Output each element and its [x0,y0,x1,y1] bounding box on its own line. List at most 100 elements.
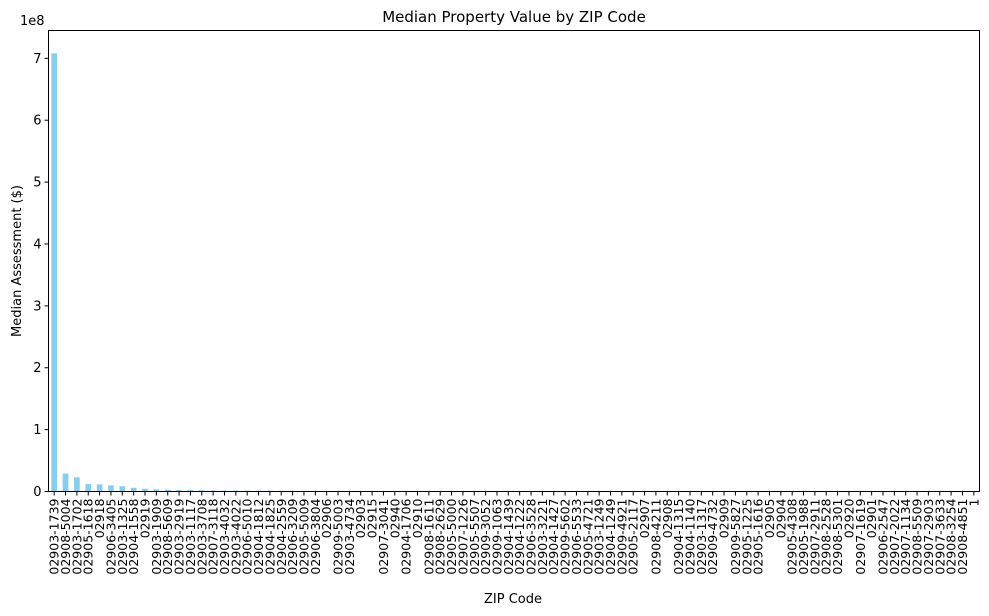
x-tick-label: 02905-1988 [796,498,811,574]
y-tick-label: 6 [33,114,41,129]
x-tick-label: 02909-4732 [705,499,720,575]
x-tick-label: 02908-3254 [944,498,959,574]
bar [210,490,216,492]
plot-frame [48,30,980,492]
x-tick-label: 02903-3221 [535,499,550,575]
bar [85,484,92,492]
x-tick-label: 02906-3209 [285,498,300,574]
x-tick-label: 02909-4921 [614,499,629,575]
bar [119,486,126,492]
chart-title: Median Property Value by ZIP Code [382,8,646,26]
x-tick-label: 02903-4022 [228,499,243,575]
x-tick-label: 02906-3528 [524,498,539,574]
x-tick-label: 02908-1611 [421,499,436,575]
x-tick-label: 02905-2117 [626,499,641,575]
bar [198,490,205,492]
x-tick-label: 02908-4211 [648,499,663,575]
x-axis-label: ZIP Code [484,592,542,607]
x-tick-label: 1 [966,499,981,507]
x-tick-label: 02905-5507 [467,499,482,575]
bar [142,488,148,492]
bar [108,485,114,492]
x-tick-label: 02904-1249 [603,498,618,574]
x-tick-label: 02903 [353,499,368,539]
x-tick-label: 02904-1558 [126,498,141,574]
x-tick-label: 02905 [762,499,777,539]
x-tick-label: 02915 [365,499,380,539]
y-tick-label: 1 [33,423,41,438]
x-tick-label: 02907-1619 [853,498,868,574]
x-tick-label: 02905-5000 [444,498,459,574]
x-tick-label: 02908-5301 [830,499,845,575]
x-tick-label: 02903-4032 [217,499,232,575]
x-tick-label: 02905-4308 [785,498,800,574]
x-tick-label: 02909-3052 [478,499,493,575]
x-tick-label: 02904-2559 [274,498,289,574]
x-tick-label: 02903-1909 [149,498,164,574]
x-tick-label: 02903-1739 [47,498,62,574]
bar [153,489,160,492]
x-tick-label: 02904-1315 [671,499,686,575]
x-tick-label: 02908-5509 [910,498,925,574]
x-tick-label: 02907-3633 [932,499,947,575]
x-tick-label: 02907-1226 [455,498,470,574]
x-tick-label: 02906-3405 [103,499,118,575]
x-tick-label: 02904-1140 [682,498,697,574]
y-tick-label: 5 [33,176,41,191]
x-tick-label: 02906-2547 [875,499,890,575]
x-tick-label: 02903-1325 [115,499,130,575]
x-tick-label: 02910 [410,498,425,538]
x-tick-label: 02907-3041 [376,499,391,575]
bar [130,487,137,492]
x-tick-label: 02909-5602 [558,499,573,575]
y-tick-label: 3 [33,299,41,314]
x-tick-label: 02908 [660,498,675,538]
x-tick-label: 02901 [864,499,879,539]
y-axis-ticks: 0 1 2 3 4 5 6 7 [33,52,49,500]
bar [62,473,69,492]
bar [74,477,80,492]
x-tick-label: 02905-5009 [296,498,311,574]
bar [176,489,182,492]
x-tick-label: 02903-1702 [69,499,84,575]
x-tick-label: 02907-1134 [898,498,913,574]
y-tick-label: 0 [33,485,41,500]
x-tick-label: 02909 [717,498,732,538]
x-tick-label: 02904-1812 [251,499,266,575]
bar [96,484,103,492]
bars-group [51,53,977,492]
y-tick-label: 4 [33,237,41,252]
x-tick-label: 02908-5004 [58,498,73,574]
x-tick-label: 02909-1063 [489,499,504,575]
x-tick-label: 02904 [773,498,788,538]
x-tick-label: 02906 [319,498,334,538]
x-tick-label: 02904-1706 [399,498,414,574]
x-tick-label: 02918 [92,498,107,538]
bar [51,53,58,492]
x-tick-label: 02904-1427 [546,499,561,575]
x-tick-label: 02920 [841,498,856,538]
x-tick-label: 02903-1249 [592,498,607,574]
x-tick-label: 02903-3708 [194,498,209,574]
x-tick-label: 02908-2629 [433,498,448,574]
x-tick-label: 02919 [138,498,153,538]
x-tick-label: 02903-2919 [172,498,187,574]
x-tick-label: 02940 [387,498,402,538]
x-tick-label: 02908-5609 [160,498,175,574]
x-tick-label: 02905-1618 [81,498,96,574]
x-tick-label: 02907-2903 [921,499,936,575]
x-tick-label: 02903-4734 [342,498,357,574]
x-tick-label: 02904-1825 [262,499,277,575]
bar [164,489,171,492]
x-tick-label: 02909-5827 [728,499,743,575]
x-axis-ticks: 02903-173902908-500402903-170202905-1618… [47,491,981,575]
x-tick-label: 02904-1222 [512,499,527,575]
y-tick-label: 7 [33,52,41,67]
x-tick-label: 02905-1225 [739,499,754,575]
x-tick-label: 02907-2022 [887,499,902,575]
x-tick-label: 02907-2911 [807,499,822,575]
y-axis-label: Median Assessment ($) [10,185,25,337]
x-tick-label: 02903-1317 [694,499,709,575]
y-tick-label: 2 [33,361,41,376]
